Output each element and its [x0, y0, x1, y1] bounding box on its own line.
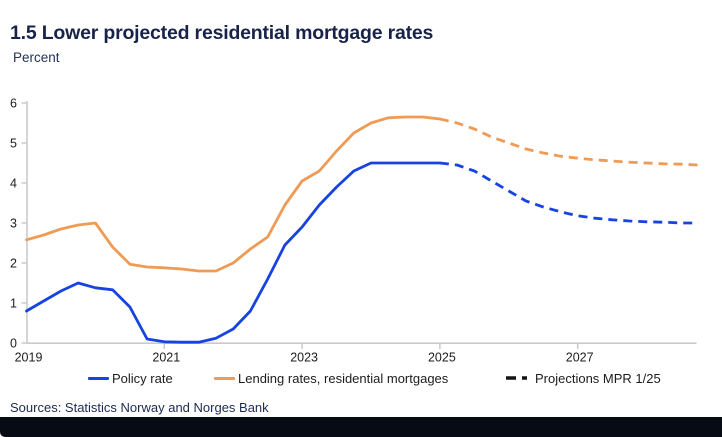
legend-item-policy-rate: Policy rate	[88, 369, 173, 387]
x-axis-label: 2025	[428, 351, 456, 365]
x-axis-label: 2019	[15, 351, 43, 365]
chart-title: 1.5 Lower projected residential mortgage…	[10, 22, 434, 44]
x-axis-label: 2027	[566, 351, 594, 365]
footer-bar	[0, 417, 722, 437]
chart-legend: Policy rate Lending rates, residential m…	[0, 369, 722, 387]
lending-rates-line-swatch	[214, 376, 235, 380]
policy-rate-projection-line	[439, 161, 699, 225]
y-axis-label: 0	[10, 337, 17, 351]
legend-item-projections: Projections MPR 1/25	[506, 369, 661, 387]
x-axis-label: 2021	[152, 351, 180, 365]
legend-item-lending-rates: Lending rates, residential mortgages	[214, 369, 448, 387]
legend-label: Lending rates, residential mortgages	[238, 370, 449, 386]
policy-rate-line	[25, 161, 442, 344]
axis-lines	[26, 101, 697, 344]
chart-subtitle: Percent	[13, 50, 60, 65]
projections-dash-swatch	[506, 375, 532, 381]
y-axis-label: 6	[10, 97, 17, 111]
y-axis-label: 3	[10, 217, 17, 231]
y-axis-label: 4	[10, 177, 17, 191]
y-axis-label: 5	[10, 137, 17, 151]
legend-label: Policy rate	[112, 370, 173, 386]
legend-label: Projections MPR 1/25	[535, 370, 661, 386]
y-axis-label: 1	[10, 297, 17, 311]
lending-rates-projection-line	[439, 117, 699, 167]
sources-note: Sources: Statistics Norway and Norges Ba…	[10, 400, 269, 415]
lending-rates-line	[25, 115, 442, 273]
policy-rate-line-swatch	[88, 376, 109, 380]
x-axis-label: 2023	[290, 351, 318, 365]
y-axis-label: 2	[10, 257, 17, 271]
